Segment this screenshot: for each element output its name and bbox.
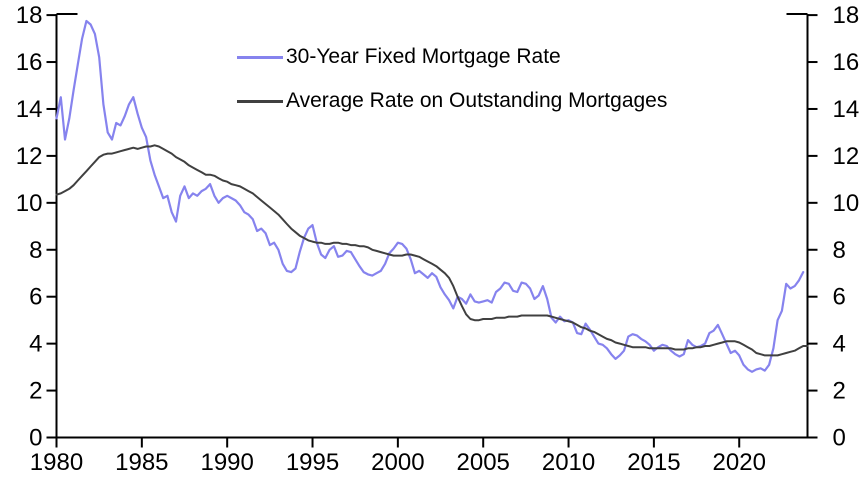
legend-line-sample-outstanding-avg xyxy=(237,99,283,103)
x-axis-tick-label: 2000 xyxy=(371,449,424,476)
y-axis-tick-label-right: 2 xyxy=(833,378,846,405)
y-axis-tick-label-right: 4 xyxy=(833,331,846,358)
y-axis-tick-label-left: 4 xyxy=(29,331,42,358)
legend-label-30y-fixed: 30-Year Fixed Mortgage Rate xyxy=(286,45,561,68)
y-axis-tick-label-right: 0 xyxy=(833,425,846,452)
legend: 30-Year Fixed Mortgage Rate Average Rate… xyxy=(237,44,667,132)
x-axis-tick-label: 1980 xyxy=(30,449,83,476)
y-axis-tick-label-left: 8 xyxy=(29,237,42,264)
legend-line-sample-30y-fixed xyxy=(237,55,283,59)
axes xyxy=(55,13,809,439)
x-axis-tick-label: 1985 xyxy=(115,449,168,476)
x-axis-tick-label: 1990 xyxy=(200,449,253,476)
y-axis-tick-label-right: 8 xyxy=(833,237,846,264)
x-axis-tick-label: 1995 xyxy=(286,449,339,476)
y-axis-tick-label-right: 10 xyxy=(833,190,860,217)
x-axis-tick-label: 2010 xyxy=(542,449,595,476)
legend-entry-outstanding-avg: Average Rate on Outstanding Mortgages xyxy=(237,88,667,114)
axis-tick-labels: 0 0 2 2 4 4 6 6 8 8 10 10 12 12 14 14 16 16 18 18 1980 1985 19… xyxy=(16,2,859,476)
axis-frame xyxy=(55,13,809,439)
y-axis-tick-label-left: 14 xyxy=(16,96,43,123)
y-axis-tick-label-left: 16 xyxy=(16,49,43,76)
y-axis-tick-label-left: 10 xyxy=(16,190,43,217)
axis-ticks xyxy=(46,14,818,448)
y-axis-tick-label-left: 2 xyxy=(29,378,42,405)
x-axis-tick-label: 2005 xyxy=(457,449,510,476)
legend-entry-30y-fixed: 30-Year Fixed Mortgage Rate xyxy=(237,44,667,70)
legend-label-outstanding-avg: Average Rate on Outstanding Mortgages xyxy=(286,89,668,112)
y-axis-tick-label-left: 0 xyxy=(29,425,42,452)
y-axis-tick-label-left: 12 xyxy=(16,143,43,170)
series-line-0 xyxy=(55,19,805,373)
series-line-1 xyxy=(55,144,809,357)
y-axis-tick-label-left: 18 xyxy=(16,2,43,29)
x-axis-tick-label: 2020 xyxy=(713,449,766,476)
y-axis-tick-label-right: 6 xyxy=(833,284,846,311)
series-lines xyxy=(55,19,809,373)
y-axis-tick-label-right: 18 xyxy=(833,2,860,29)
y-axis-tick-label-left: 6 xyxy=(29,284,42,311)
y-axis-tick-label-right: 14 xyxy=(833,96,860,123)
x-axis-tick-label: 2015 xyxy=(627,449,680,476)
y-axis-tick-label-right: 12 xyxy=(833,143,860,170)
y-axis-tick-label-right: 16 xyxy=(833,49,860,76)
